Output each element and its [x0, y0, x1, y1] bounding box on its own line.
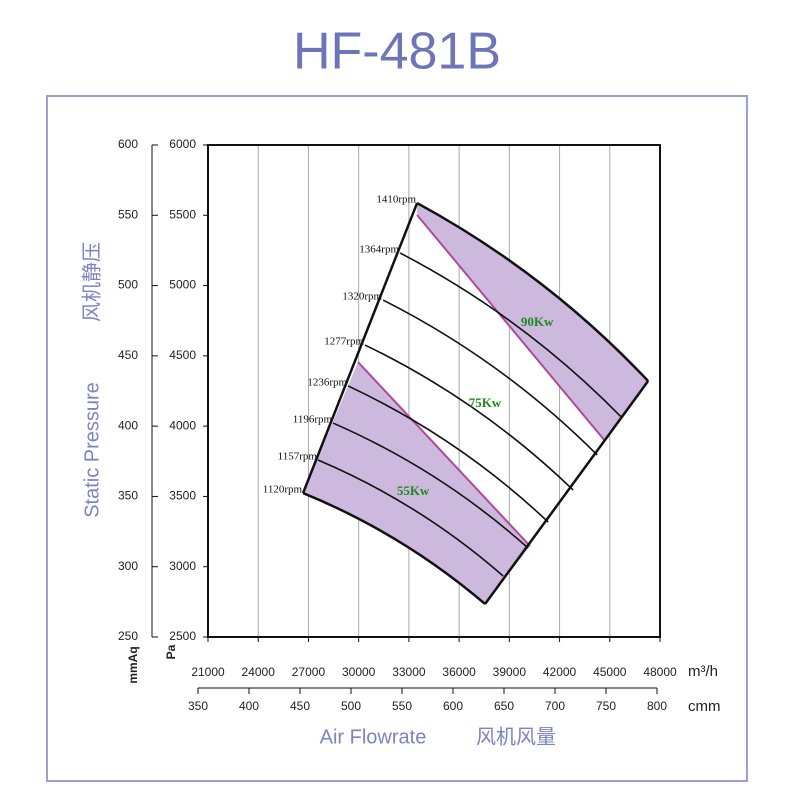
- rpm-curve: [364, 344, 574, 491]
- x-tick-label: 36000: [442, 665, 476, 679]
- rpm-curve: [382, 299, 598, 456]
- y2-tick-label: 400: [118, 418, 138, 432]
- power-label: 75Kw: [469, 395, 502, 410]
- right-edge: [484, 380, 650, 605]
- rpm-label: 1157rpm: [278, 451, 318, 463]
- rpm-label: 1236rpm: [307, 376, 347, 388]
- y-tick-label: 5500: [169, 207, 196, 221]
- x2-tick-label: 750: [596, 699, 616, 713]
- y2-tick-label: 500: [118, 278, 138, 292]
- rpm-label: 1410rpm: [376, 194, 416, 206]
- power-label: 55Kw: [397, 483, 430, 498]
- y2-tick-label: 300: [118, 559, 138, 573]
- y-tick-label: 5000: [169, 278, 196, 292]
- shaded-zone: [303, 362, 531, 604]
- x2-tick-label: 700: [545, 699, 565, 713]
- x-tick-label: 42000: [543, 665, 577, 679]
- y-label: Static Pressure: [81, 382, 103, 518]
- left-edge: [301, 202, 419, 494]
- chart-title: HF-481B: [293, 23, 501, 81]
- y2-tick-label: 450: [118, 348, 138, 362]
- rpm-label: 1120rpm: [263, 484, 303, 496]
- rpm-label: 1364rpm: [359, 243, 399, 255]
- x2-tick-label: 350: [188, 699, 208, 713]
- y2-tick-label: 350: [118, 489, 138, 503]
- x-tick-label: 24000: [242, 665, 276, 679]
- power-line: [357, 361, 531, 547]
- rpm-curve: [317, 459, 504, 577]
- y2-tick-label: 600: [118, 137, 138, 151]
- x2-tick-label: 450: [290, 699, 310, 713]
- x-tick-label: 30000: [342, 665, 376, 679]
- y2-tick-label: 250: [118, 629, 138, 643]
- x2-tick-label: 400: [239, 699, 259, 713]
- x-tick-label: 27000: [292, 665, 326, 679]
- x-tick-label: 48000: [643, 665, 677, 679]
- x-label: Air Flowrate: [320, 726, 427, 748]
- x2-tick-label: 500: [341, 699, 361, 713]
- y2-tick-label: 550: [118, 207, 138, 221]
- x-unit: m³/h: [688, 663, 718, 680]
- rpm-label: 1320rpm: [342, 291, 382, 303]
- frame: [46, 95, 748, 782]
- y-tick-label: 4500: [169, 348, 196, 362]
- shaded-zone: [417, 203, 649, 442]
- x2-tick-label: 600: [443, 699, 463, 713]
- y-tick-label: 4000: [169, 418, 196, 432]
- y-unit: Pa: [164, 644, 178, 659]
- x2-tick-label: 800: [647, 699, 667, 713]
- x2-tick-label: 650: [494, 699, 514, 713]
- rpm-curve: [347, 385, 549, 523]
- y-tick-label: 2500: [169, 629, 196, 643]
- x-tick-label: 39000: [493, 665, 527, 679]
- y-tick-label: 3000: [169, 559, 196, 573]
- plot-border: [207, 144, 661, 638]
- rpm-curve: [399, 252, 623, 419]
- y2-unit: mmAq: [126, 646, 140, 683]
- rpm-label: 1277rpm: [324, 336, 364, 348]
- x2-tick-label: 550: [392, 699, 412, 713]
- rpm-curve: [302, 491, 486, 605]
- y-label-cn: 风机静压: [80, 242, 103, 322]
- x-tick-label: 33000: [392, 665, 426, 679]
- rpm-curve: [416, 201, 650, 382]
- power-line: [416, 214, 606, 442]
- rpm-curve: [332, 422, 529, 549]
- x-tick-label: 45000: [593, 665, 627, 679]
- x-label-cn: 风机风量: [476, 725, 556, 748]
- y-tick-label: 3500: [169, 489, 196, 503]
- y-tick-label: 6000: [169, 137, 196, 151]
- x-tick-label: 21000: [191, 665, 225, 679]
- power-label: 90Kw: [521, 314, 554, 329]
- x2-unit: cmm: [688, 698, 721, 715]
- rpm-label: 1196rpm: [293, 414, 333, 426]
